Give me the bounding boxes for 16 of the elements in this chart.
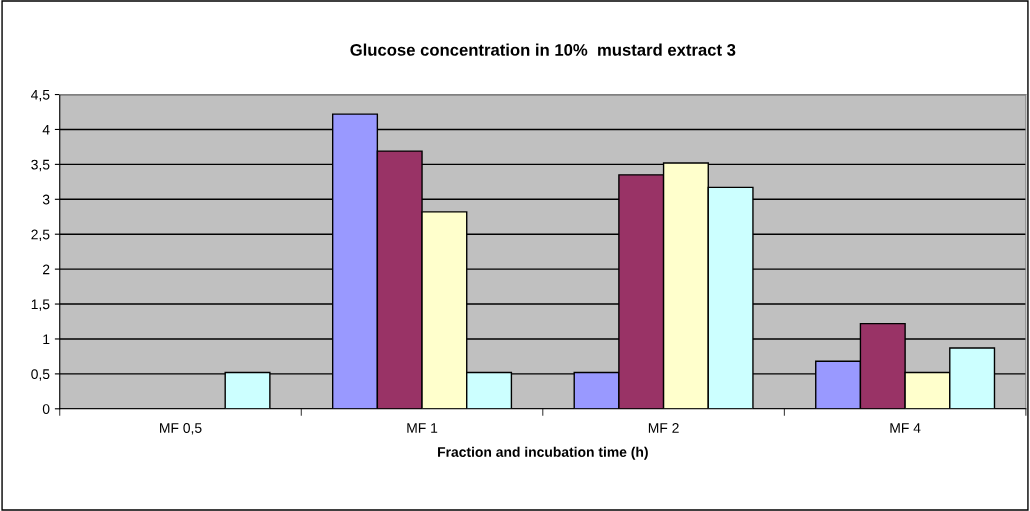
y-tick-label: 1,5 xyxy=(31,299,50,311)
x-tick-label: MF 2 xyxy=(648,423,679,433)
x-tick-label: MF 1 xyxy=(407,423,438,433)
y-tick-label: 0 xyxy=(42,404,50,414)
chart-title: Glucose concentration in 10% mustard extract 3 xyxy=(350,43,736,56)
y-tick-label: 4 xyxy=(42,124,50,135)
x-tick-label: MF 0,5 xyxy=(160,423,202,435)
y-tick-label: 2 xyxy=(42,264,50,275)
y-tick-label: 0,5 xyxy=(31,369,50,381)
y-tick-label: 4,5 xyxy=(31,90,50,102)
y-tick-label: 3 xyxy=(42,194,50,205)
y-tick-label: 3,5 xyxy=(31,159,50,172)
y-tick-label: 2,5 xyxy=(31,229,50,242)
x-axis-title: Fraction and incubation time (h) xyxy=(438,446,648,460)
x-tick-label: MF 4 xyxy=(890,423,921,433)
y-tick-label: 1 xyxy=(43,334,50,344)
